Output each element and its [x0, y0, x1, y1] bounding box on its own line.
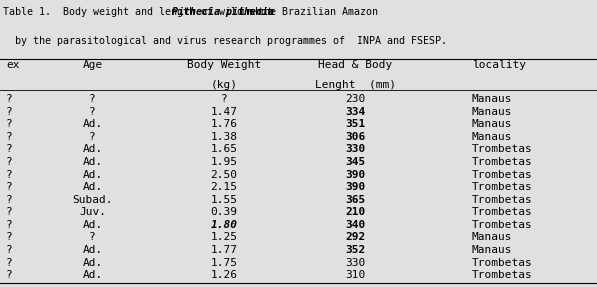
Text: Ad.: Ad. [82, 119, 103, 129]
Text: ?: ? [89, 107, 96, 117]
Text: Manaus: Manaus [472, 107, 512, 117]
Text: Manaus: Manaus [472, 232, 512, 243]
Text: ?: ? [6, 132, 13, 142]
Text: ?: ? [6, 107, 13, 117]
Text: Ad.: Ad. [82, 170, 103, 180]
Text: 1.76: 1.76 [210, 119, 238, 129]
Text: ?: ? [6, 270, 13, 280]
Text: Trombetas: Trombetas [472, 220, 533, 230]
Text: ?: ? [6, 144, 13, 154]
Text: ?: ? [6, 207, 13, 217]
Text: 292: 292 [345, 232, 365, 243]
Text: Body Weight: Body Weight [187, 60, 261, 69]
Text: Trombetas: Trombetas [472, 170, 533, 180]
Text: Ad.: Ad. [82, 182, 103, 192]
Text: Ad.: Ad. [82, 245, 103, 255]
Text: 310: 310 [345, 270, 365, 280]
Text: ?: ? [6, 119, 13, 129]
Text: ?: ? [6, 182, 13, 192]
Text: ?: ? [89, 132, 96, 142]
Text: Trombetas: Trombetas [472, 144, 533, 154]
Text: 0.39: 0.39 [210, 207, 238, 217]
Text: (kg): (kg) [210, 80, 238, 90]
Text: Ad.: Ad. [82, 144, 103, 154]
Text: 1.80: 1.80 [210, 220, 238, 230]
Text: 1.25: 1.25 [210, 232, 238, 243]
Text: Lenght  (mm): Lenght (mm) [315, 80, 396, 90]
Text: 1.55: 1.55 [210, 195, 238, 205]
Text: 330: 330 [345, 144, 365, 154]
Text: ?: ? [6, 220, 13, 230]
Text: 390: 390 [345, 182, 365, 192]
Text: Subad.: Subad. [72, 195, 113, 205]
Text: locality: locality [472, 60, 525, 69]
Text: Manaus: Manaus [472, 94, 512, 104]
Text: Trombetas: Trombetas [472, 157, 533, 167]
Text: 2.15: 2.15 [210, 182, 238, 192]
Text: 330: 330 [345, 258, 365, 267]
Text: Table 1.  Body weight and length of wild shot: Table 1. Body weight and length of wild … [3, 7, 279, 17]
Text: 306: 306 [345, 132, 365, 142]
Text: 1.95: 1.95 [210, 157, 238, 167]
Text: 340: 340 [345, 220, 365, 230]
Text: ?: ? [6, 94, 13, 104]
Text: Head & Body: Head & Body [318, 60, 392, 69]
Text: Trombetas: Trombetas [472, 182, 533, 192]
Text: in the Brazilian Amazon: in the Brazilian Amazon [234, 7, 378, 17]
Text: ?: ? [89, 232, 96, 243]
Text: 334: 334 [345, 107, 365, 117]
Text: 1.75: 1.75 [210, 258, 238, 267]
Text: Trombetas: Trombetas [472, 258, 533, 267]
Text: ?: ? [6, 157, 13, 167]
Text: ?: ? [6, 170, 13, 180]
Text: Trombetas: Trombetas [472, 207, 533, 217]
Text: Manaus: Manaus [472, 132, 512, 142]
Text: Trombetas: Trombetas [472, 195, 533, 205]
Text: Age: Age [82, 60, 103, 69]
Text: Pithecia pithecia: Pithecia pithecia [172, 7, 274, 17]
Text: ?: ? [6, 232, 13, 243]
Text: 1.26: 1.26 [210, 270, 238, 280]
Text: 390: 390 [345, 170, 365, 180]
Text: ?: ? [6, 245, 13, 255]
Text: ?: ? [89, 94, 96, 104]
Text: by the parasitological and virus research programmes of  INPA and FSESP.: by the parasitological and virus researc… [3, 36, 447, 46]
Text: Ad.: Ad. [82, 270, 103, 280]
Text: Ad.: Ad. [82, 157, 103, 167]
Text: Manaus: Manaus [472, 119, 512, 129]
Text: 210: 210 [345, 207, 365, 217]
Text: 352: 352 [345, 245, 365, 255]
Text: 365: 365 [345, 195, 365, 205]
Text: 1.47: 1.47 [210, 107, 238, 117]
Text: Ad.: Ad. [82, 258, 103, 267]
Text: Ad.: Ad. [82, 220, 103, 230]
Text: 1.77: 1.77 [210, 245, 238, 255]
Text: Trombetas: Trombetas [472, 270, 533, 280]
Text: 1.38: 1.38 [210, 132, 238, 142]
Text: 230: 230 [345, 94, 365, 104]
Text: 1.65: 1.65 [210, 144, 238, 154]
Text: Manaus: Manaus [472, 245, 512, 255]
Text: 2.50: 2.50 [210, 170, 238, 180]
Text: ?: ? [6, 195, 13, 205]
Text: ?: ? [6, 258, 13, 267]
Text: Juv.: Juv. [79, 207, 106, 217]
Text: ?: ? [220, 94, 227, 104]
Text: 351: 351 [345, 119, 365, 129]
Text: ex: ex [6, 60, 20, 69]
Text: 345: 345 [345, 157, 365, 167]
